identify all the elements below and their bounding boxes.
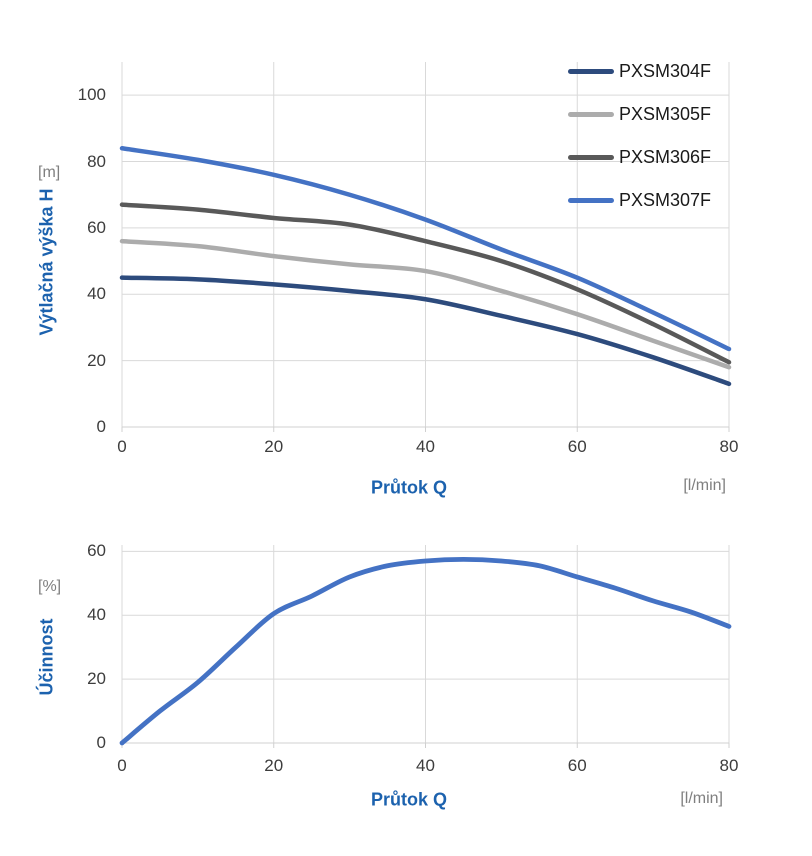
y-tick-label: 20: [87, 669, 106, 689]
x-tick-label: 0: [117, 437, 127, 456]
head-chart-canvas: [119, 62, 732, 432]
efficiency-chart-x-axis-unit: [l/min]: [680, 790, 723, 807]
series-curve-pxsm305f: [119, 238, 732, 370]
series-curve: [119, 556, 732, 746]
x-tick-label: 80: [719, 756, 739, 775]
efficiency-chart-canvas: [119, 545, 732, 748]
head-chart-x-axis-unit: [l/min]: [683, 477, 726, 494]
y-tick-label: 40: [87, 605, 106, 625]
head-chart-legend: PXSM304F PXSM305F PXSM306F PXSM307F: [568, 50, 711, 222]
legend-label: PXSM306F: [619, 147, 712, 167]
legend-item: PXSM307F: [568, 179, 711, 222]
legend-item: PXSM305F: [568, 93, 711, 136]
legend-swatch: [568, 69, 614, 74]
y-tick-label: 20: [87, 350, 106, 370]
y-tick-label: 60: [87, 541, 106, 561]
legend-label: PXSM307F: [619, 190, 712, 210]
x-tick-label: 40: [416, 437, 435, 456]
legend-swatch: [568, 112, 614, 117]
legend-swatch: [568, 155, 614, 160]
legend-item: PXSM306F: [568, 136, 711, 179]
y-tick-label: 40: [87, 284, 106, 304]
head-chart-y-axis-unit: [m]: [38, 164, 61, 181]
x-tick-label: 0: [117, 756, 127, 775]
x-tick-label: 80: [719, 437, 739, 456]
y-tick-label: 0: [96, 417, 106, 436]
y-tick-label: 100: [77, 85, 106, 105]
head-chart-x-axis-title: Průtok Q: [370, 477, 448, 498]
series-curve-pxsm307f: [119, 146, 732, 352]
efficiency-chart-plot-area: [119, 545, 732, 748]
y-tick-label: 0: [96, 733, 106, 752]
x-tick-label: 20: [264, 437, 284, 456]
x-tick-label: 40: [416, 756, 435, 775]
x-tick-label: 60: [567, 437, 587, 456]
head-chart-plot-area: [119, 62, 732, 432]
efficiency-chart-y-axis-title: Účinnost: [36, 618, 57, 696]
series-curve-pxsm306f: [119, 202, 732, 365]
x-tick-label: 60: [567, 756, 587, 775]
y-tick-label: 80: [87, 151, 106, 171]
efficiency-chart-x-axis-title: Průtok Q: [370, 789, 448, 810]
series-curve-pxsm304f: [119, 275, 732, 387]
legend-label: PXSM305F: [619, 104, 712, 124]
legend-item: PXSM304F: [568, 50, 711, 93]
legend-swatch: [568, 198, 614, 203]
y-tick-label: 60: [87, 217, 106, 237]
head-chart-y-axis-title: Výtlačná výška H: [36, 188, 57, 336]
x-tick-label: 20: [264, 756, 284, 775]
efficiency-chart-y-axis-unit: [%]: [38, 578, 62, 595]
legend-label: PXSM304F: [619, 61, 712, 81]
